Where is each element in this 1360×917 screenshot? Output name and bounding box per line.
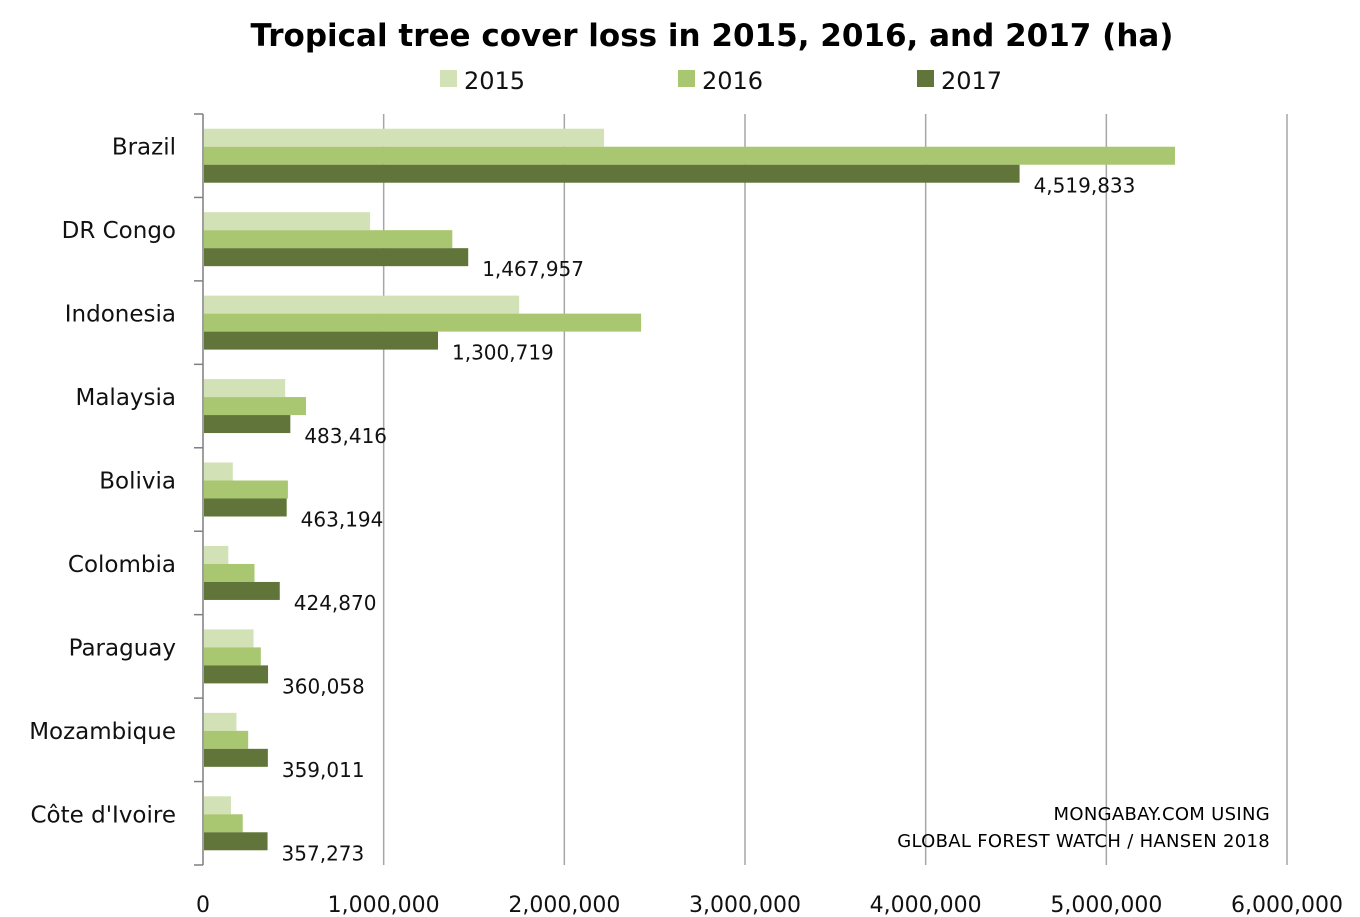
data-label: 360,058 bbox=[282, 674, 365, 698]
bar-2016 bbox=[204, 146, 1175, 165]
x-tick-label: 3,000,000 bbox=[689, 893, 801, 917]
bar-2017 bbox=[204, 832, 268, 851]
legend-swatch-2016 bbox=[678, 70, 695, 87]
bar-2017 bbox=[204, 331, 438, 350]
category-label: Brazil bbox=[112, 135, 176, 161]
bars: 4,519,833 1,467,957 1,300,719 483,416 463,19… bbox=[204, 128, 1175, 865]
x-tick-label: 0 bbox=[196, 893, 210, 917]
bar-2017 bbox=[204, 248, 469, 267]
bar-2017 bbox=[204, 164, 1020, 183]
category-label: Paraguay bbox=[69, 635, 176, 661]
bar-2016 bbox=[204, 397, 306, 416]
legend-label: 2017 bbox=[941, 67, 1002, 95]
bar-2015 bbox=[204, 629, 254, 648]
legend-label: 2015 bbox=[464, 67, 525, 95]
bar-2017 bbox=[204, 581, 280, 600]
legend-swatch-2015 bbox=[440, 70, 457, 87]
x-tick-label: 6,000,000 bbox=[1231, 893, 1343, 917]
bar-2015 bbox=[204, 128, 605, 147]
category-label: Bolivia bbox=[99, 469, 176, 495]
bar-2016 bbox=[204, 313, 642, 332]
bar-2016 bbox=[204, 563, 255, 582]
data-label: 463,194 bbox=[301, 508, 384, 532]
bar-2016 bbox=[204, 480, 288, 499]
bar-2016 bbox=[204, 230, 453, 249]
data-label: 483,416 bbox=[304, 424, 387, 448]
bar-2017 bbox=[204, 665, 269, 684]
x-tick-label: 5,000,000 bbox=[1050, 893, 1162, 917]
data-label: 4,519,833 bbox=[1034, 174, 1136, 198]
bar-2015 bbox=[204, 712, 237, 731]
category-label: Mozambique bbox=[29, 719, 176, 745]
category-label: Colombia bbox=[68, 552, 176, 578]
bar-2016 bbox=[204, 814, 243, 833]
data-label: 424,870 bbox=[294, 591, 377, 615]
x-axis-ticks: 0 1,000,000 2,000,000 3,000,000 4,000,000 5,0… bbox=[196, 893, 1343, 917]
bar-2016 bbox=[204, 730, 249, 749]
bar-2017 bbox=[204, 415, 291, 434]
source-note-line1: MONGABAY.COM USING bbox=[1054, 804, 1270, 825]
legend-label: 2016 bbox=[702, 67, 763, 95]
legend: 2015 2016 2017 bbox=[440, 67, 1002, 95]
x-tick-label: 1,000,000 bbox=[328, 893, 440, 917]
legend-swatch-2017 bbox=[917, 70, 934, 87]
bar-2015 bbox=[204, 379, 286, 398]
bar-2017 bbox=[204, 498, 287, 517]
category-label: DR Congo bbox=[62, 218, 176, 244]
bar-2016 bbox=[204, 647, 261, 666]
gridlines bbox=[194, 113, 1288, 866]
chart-title: Tropical tree cover loss in 2015, 2016, … bbox=[251, 18, 1174, 54]
bar-2015 bbox=[204, 545, 229, 564]
source-note-line2: GLOBAL FOREST WATCH / HANSEN 2018 bbox=[897, 831, 1270, 852]
bar-2015 bbox=[204, 462, 233, 481]
category-label: Indonesia bbox=[65, 302, 176, 328]
x-tick-label: 2,000,000 bbox=[508, 893, 620, 917]
bar-2017 bbox=[204, 748, 268, 767]
bar-2015 bbox=[204, 212, 371, 231]
data-label: 359,011 bbox=[282, 758, 365, 782]
category-labels: Brazil DR Congo Indonesia Malaysia Bolivia Co… bbox=[29, 135, 176, 829]
data-label: 1,300,719 bbox=[452, 341, 554, 365]
category-label: Côte d'Ivoire bbox=[31, 802, 177, 828]
category-label: Malaysia bbox=[75, 385, 176, 411]
bar-2015 bbox=[204, 295, 520, 314]
bar-2015 bbox=[204, 796, 232, 815]
data-label: 357,273 bbox=[282, 841, 365, 865]
data-label: 1,467,957 bbox=[482, 257, 584, 281]
x-tick-label: 4,000,000 bbox=[870, 893, 982, 917]
